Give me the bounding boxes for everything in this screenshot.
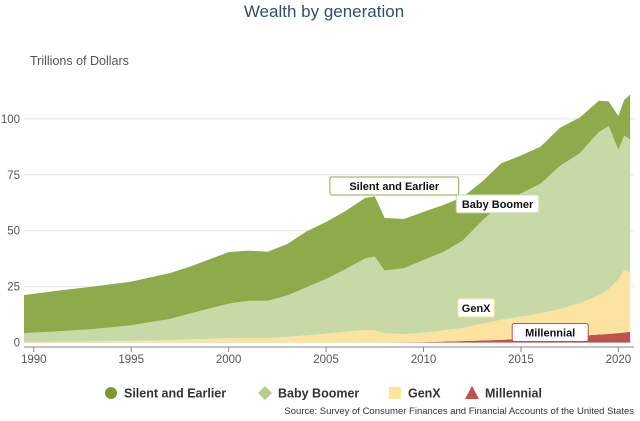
- annotation-box-baby-boomer: [455, 194, 540, 214]
- annotation-label-genx: GenX: [462, 303, 491, 315]
- x-tick-label-1990: 1990: [21, 354, 47, 366]
- x-tick-label-2010: 2010: [411, 354, 437, 366]
- legend-item-millennial[interactable]: Millennial: [465, 386, 542, 401]
- x-tick-label-2005: 2005: [313, 354, 339, 366]
- x-tick-label-2000: 2000: [216, 354, 242, 366]
- legend-item-silent-and-earlier[interactable]: Silent and Earlier: [105, 387, 226, 401]
- y-tick-label-25: 25: [7, 282, 20, 294]
- annotation-box-millennial: [511, 322, 589, 342]
- area-baby-boomer[interactable]: [24, 126, 631, 343]
- x-tick-label-2020: 2020: [606, 354, 632, 366]
- area-silent-and-earlier[interactable]: [24, 94, 631, 334]
- y-axis-label: Trillions of Dollars: [30, 54, 129, 68]
- area-series: [24, 94, 631, 343]
- y-tick-label-50: 50: [7, 226, 20, 238]
- source-note: Source: Survey of Consumer Finances and …: [284, 406, 634, 417]
- annotation-label-millennial: Millennial: [525, 327, 575, 339]
- annotation-silent-and-earlier: Silent and Earlier: [329, 176, 460, 196]
- annotation-genx: GenX: [457, 298, 495, 318]
- annotation-box-genx: [457, 298, 495, 318]
- annotation-label-baby-boomer: Baby Boomer: [462, 199, 534, 211]
- annotations: Silent and Earlier Baby Boomer GenX Millenn…: [329, 176, 589, 342]
- y-tick-label-100: 100: [1, 114, 20, 126]
- annotation-millennial: Millennial: [511, 322, 589, 342]
- y-tick-label-0: 0: [14, 338, 20, 350]
- legend-marker-millennial: [465, 386, 479, 399]
- legend-marker-silent-and-earlier: [105, 387, 117, 399]
- legend-marker-genx: [389, 387, 401, 399]
- chart-title: Wealth by generation: [244, 2, 404, 21]
- legend-item-baby-boomer[interactable]: Baby Boomer: [258, 386, 359, 401]
- legend-label-genx: GenX: [408, 387, 441, 401]
- x-tick-label-1995: 1995: [118, 354, 144, 366]
- legend-item-genx[interactable]: GenX: [389, 387, 441, 401]
- legend-label-millennial: Millennial: [485, 387, 542, 401]
- y-axis-ticks: 0 25 50 75 100: [1, 114, 20, 350]
- legend-marker-baby-boomer: [258, 386, 272, 400]
- x-tick-label-2015: 2015: [508, 354, 534, 366]
- annotation-box-silent-and-earlier: [329, 176, 460, 196]
- annotation-baby-boomer: Baby Boomer: [455, 194, 540, 214]
- legend-label-silent-and-earlier: Silent and Earlier: [124, 387, 226, 401]
- legend[interactable]: Silent and Earlier Baby Boomer GenX Millenn…: [105, 386, 542, 401]
- y-tick-label-75: 75: [7, 170, 20, 182]
- x-axis-ticks: 1990 1995 2000 2005 2010 2015 2020: [21, 347, 631, 366]
- annotation-label-silent-and-earlier: Silent and Earlier: [349, 181, 440, 193]
- legend-label-baby-boomer: Baby Boomer: [278, 387, 359, 401]
